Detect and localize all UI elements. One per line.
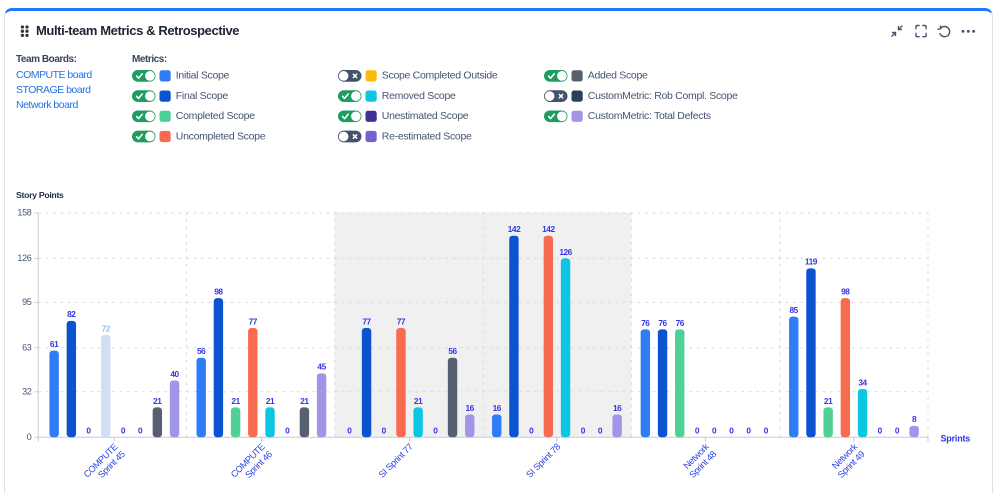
svg-text:21: 21 — [824, 396, 833, 406]
svg-text:SI Sprint 78: SI Sprint 78 — [524, 442, 562, 480]
svg-text:72: 72 — [102, 323, 111, 333]
svg-text:Completed Scope: Completed Scope — [176, 110, 255, 122]
svg-text:Initial Scope: Initial Scope — [176, 70, 230, 82]
svg-text:119: 119 — [805, 257, 818, 267]
svg-text:Scope Completed Outside: Scope Completed Outside — [382, 70, 498, 82]
svg-text:21: 21 — [300, 396, 309, 406]
svg-text:32: 32 — [22, 387, 32, 397]
svg-text:0: 0 — [729, 425, 734, 435]
svg-text:Story Points: Story Points — [16, 190, 64, 200]
svg-text:21: 21 — [266, 396, 275, 406]
svg-text:0: 0 — [138, 425, 143, 435]
svg-text:126: 126 — [17, 253, 31, 263]
svg-text:Re-estimated Scope: Re-estimated Scope — [382, 130, 472, 142]
svg-text:142: 142 — [542, 224, 555, 234]
svg-text:0: 0 — [598, 425, 603, 435]
svg-text:SI Sprint 77: SI Sprint 77 — [377, 442, 415, 480]
svg-text:Added Scope: Added Scope — [588, 70, 648, 82]
svg-text:76: 76 — [641, 318, 650, 328]
svg-text:0: 0 — [746, 425, 751, 435]
svg-text:16: 16 — [466, 403, 475, 413]
svg-text:98: 98 — [841, 287, 850, 297]
svg-text:142: 142 — [508, 224, 521, 234]
svg-text:76: 76 — [658, 318, 667, 328]
svg-text:0: 0 — [581, 425, 586, 435]
svg-text:0: 0 — [347, 425, 352, 435]
svg-text:0: 0 — [895, 425, 900, 435]
svg-text:Unestimated Scope: Unestimated Scope — [382, 110, 469, 122]
svg-text:16: 16 — [493, 403, 502, 413]
svg-text:0: 0 — [86, 425, 91, 435]
svg-text:Removed Scope: Removed Scope — [382, 90, 456, 102]
svg-text:0: 0 — [878, 425, 883, 435]
svg-text:34: 34 — [858, 377, 867, 387]
svg-text:21: 21 — [414, 396, 423, 406]
svg-text:77: 77 — [397, 316, 406, 326]
svg-text:0: 0 — [27, 432, 32, 442]
svg-text:126: 126 — [559, 247, 572, 257]
svg-text:0: 0 — [529, 425, 534, 435]
svg-text:158: 158 — [17, 208, 31, 218]
svg-text:0: 0 — [121, 425, 126, 435]
svg-text:82: 82 — [67, 309, 76, 319]
svg-text:56: 56 — [448, 346, 457, 356]
svg-text:76: 76 — [676, 318, 685, 328]
svg-text:0: 0 — [695, 425, 700, 435]
svg-text:Uncompleted Scope: Uncompleted Scope — [176, 130, 266, 142]
svg-text:0: 0 — [764, 425, 769, 435]
svg-text:CustomMetric: Rob Compl. Scope: CustomMetric: Rob Compl. Scope — [588, 90, 738, 102]
svg-text:95: 95 — [22, 297, 32, 307]
svg-text:CustomMetric: Total Defects: CustomMetric: Total Defects — [588, 110, 711, 122]
svg-text:8: 8 — [912, 414, 917, 424]
svg-text:40: 40 — [170, 369, 179, 379]
svg-text:Final Scope: Final Scope — [176, 90, 229, 102]
svg-text:0: 0 — [712, 425, 717, 435]
svg-text:85: 85 — [790, 305, 799, 315]
svg-text:21: 21 — [153, 396, 162, 406]
svg-text:77: 77 — [249, 316, 258, 326]
svg-text:0: 0 — [382, 425, 387, 435]
svg-text:Sprints: Sprints — [941, 434, 971, 444]
svg-text:21: 21 — [231, 396, 240, 406]
svg-text:0: 0 — [433, 425, 438, 435]
svg-text:0: 0 — [285, 425, 290, 435]
svg-text:98: 98 — [214, 287, 223, 297]
svg-text:61: 61 — [50, 339, 59, 349]
svg-text:45: 45 — [317, 362, 326, 372]
svg-text:16: 16 — [613, 403, 622, 413]
svg-text:63: 63 — [22, 343, 32, 353]
svg-text:56: 56 — [197, 346, 206, 356]
svg-text:77: 77 — [362, 316, 371, 326]
